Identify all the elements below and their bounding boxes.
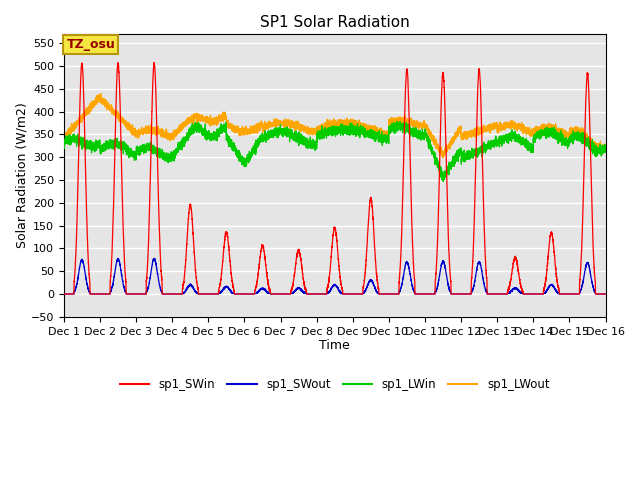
Y-axis label: Solar Radiation (W/m2): Solar Radiation (W/m2) — [15, 103, 28, 248]
Legend: sp1_SWin, sp1_SWout, sp1_LWin, sp1_LWout: sp1_SWin, sp1_SWout, sp1_LWin, sp1_LWout — [115, 373, 554, 396]
X-axis label: Time: Time — [319, 339, 350, 352]
Title: SP1 Solar Radiation: SP1 Solar Radiation — [260, 15, 410, 30]
Text: TZ_osu: TZ_osu — [67, 38, 115, 51]
